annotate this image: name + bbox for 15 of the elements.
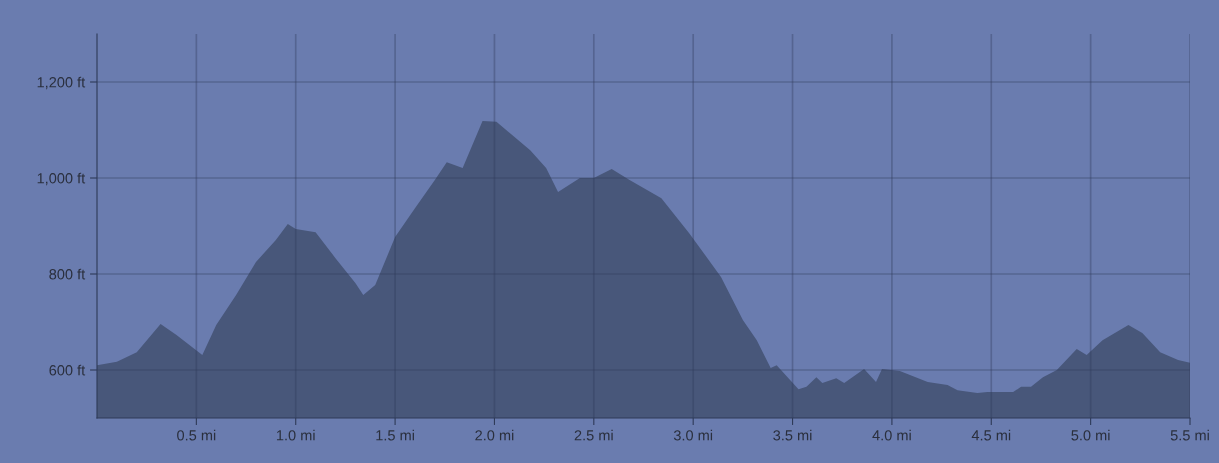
x-tick-label: 4.0 mi	[872, 429, 911, 441]
y-tick-label: 1,000 ft	[37, 172, 86, 186]
x-tick-label: 2.0 mi	[475, 429, 514, 441]
x-tick-label: 4.5 mi	[971, 429, 1011, 441]
x-tick-label: 3.5 mi	[773, 429, 812, 441]
x-tick-label: 2.5 mi	[574, 429, 613, 441]
x-tick-label: 1.0 mi	[276, 429, 315, 441]
y-tick-label: 1,200 ft	[37, 76, 86, 90]
x-tick-label: 5.0 mi	[1071, 429, 1110, 441]
x-tick-label: 1.5 mi	[376, 429, 414, 441]
x-tick-label: 3.0 mi	[673, 429, 713, 441]
y-tick-label: 800 ft	[49, 268, 86, 280]
y-tick-label: 600 ft	[49, 364, 86, 376]
x-tick-label: 0.5 mi	[177, 429, 216, 441]
x-tick-label: 5.5 mi	[1170, 429, 1209, 441]
